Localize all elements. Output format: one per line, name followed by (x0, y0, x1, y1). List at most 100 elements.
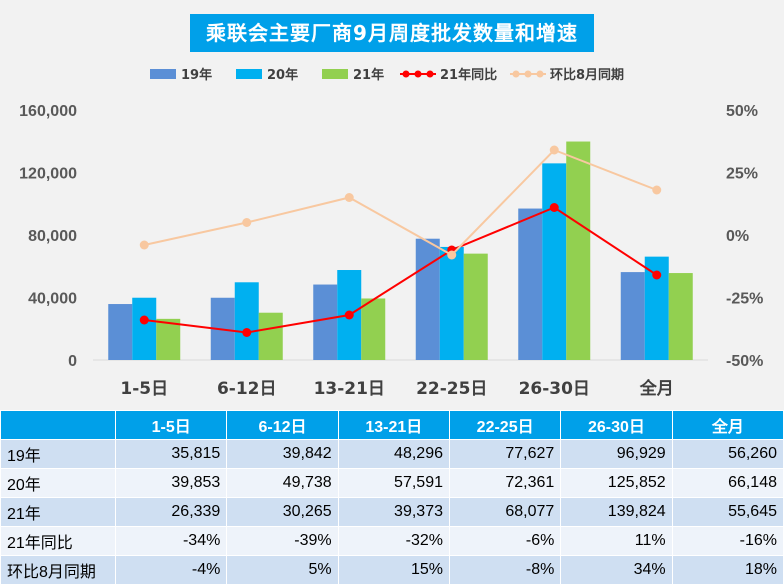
table-cell: 18% (671, 555, 784, 585)
x-tick-label: 22-25日 (416, 379, 487, 399)
table-cell: -34% (114, 526, 228, 556)
legend-label: 21年同比 (440, 67, 497, 83)
point-环比8月同期 (344, 193, 354, 202)
table-row: 环比8月同期 -4% 5% 15% -8% 34% 18% (0, 555, 784, 585)
table-cell: 125,852 (560, 468, 673, 498)
point-环比8月同期 (549, 145, 559, 155)
bar-21年 (463, 253, 488, 360)
legend-label: 环比8月同期 (550, 67, 624, 83)
legend-marker-21年同比 (402, 70, 410, 78)
legend-swatch-20年 (236, 69, 262, 79)
bar-21年 (156, 318, 181, 360)
x-tick-label: 13-21日 (314, 379, 385, 399)
table-cell: 48,296 (337, 439, 450, 469)
table-cell: 39,373 (337, 497, 450, 527)
combo-chart: 0 40,000 80,000 120,000 160,000 -50% -25% 0% 25%… (19, 67, 763, 399)
bar-20年 (234, 282, 259, 360)
table-header-cell: 22-25日 (448, 410, 562, 440)
table-row-label: 21年同比 (0, 526, 116, 556)
legend-label: 20年 (267, 67, 298, 83)
table-row: 21年同比 -34% -39% -32% -6% 11% -16% (0, 526, 784, 556)
bar-19年 (313, 284, 338, 360)
table-cell: 68,077 (448, 497, 562, 527)
table-cell: 15% (337, 555, 450, 585)
bar-20年 (132, 297, 157, 360)
x-tick-label: 1-5日 (120, 379, 168, 399)
table-corner-cell (0, 410, 116, 440)
legend-swatch-21年 (322, 69, 348, 79)
table-cell: 56,260 (671, 439, 784, 469)
y-right-tick-label: 25% (726, 166, 758, 183)
table-header-cell: 13-21日 (337, 410, 450, 440)
y-right-tick-label: 0% (726, 228, 749, 245)
table-row-label: 环比8月同期 (0, 555, 116, 585)
point-环比8月同期 (139, 240, 149, 250)
x-tick-label: 6-12日 (217, 379, 277, 399)
y-left-tick-label: 120,000 (19, 166, 77, 183)
data-table: 1-5日 6-12日 13-21日 22-25日 26-30日 全月 19年 35… (0, 410, 784, 585)
table-cell: 139,824 (560, 497, 673, 527)
table-row: 21年 26,339 30,265 39,373 68,077 139,824 55,645 (0, 497, 784, 527)
table-cell: 26,339 (114, 497, 228, 527)
table-cell: 39,853 (114, 468, 228, 498)
table-cell: 49,738 (226, 468, 339, 498)
table-cell: 11% (560, 526, 673, 556)
legend-marker-21年同比 (414, 70, 422, 78)
table-cell: 55,645 (671, 497, 784, 527)
legend-label: 21年 (353, 67, 384, 83)
legend-swatch-19年 (150, 69, 176, 79)
table-cell: 77,627 (448, 439, 562, 469)
table-cell: 5% (226, 555, 339, 585)
table-header-cell: 26-30日 (560, 410, 673, 440)
y-left-tick-label: 40,000 (28, 291, 77, 308)
table-row-label: 20年 (0, 468, 116, 498)
legend-label: 19年 (181, 67, 212, 83)
legend-marker-环比8月同期 (536, 70, 544, 78)
table-cell: -16% (671, 526, 784, 556)
point-21年同比 (652, 270, 662, 280)
point-21年同比 (139, 315, 149, 325)
bar-21年 (361, 298, 386, 360)
y-left-tick-label: 80,000 (28, 228, 77, 245)
bar-19年 (518, 208, 543, 360)
bar-19年 (415, 238, 440, 360)
table-header-cell: 全月 (671, 410, 784, 440)
table-row-label: 21年 (0, 497, 116, 527)
point-环比8月同期 (652, 185, 662, 195)
point-环比8月同期 (242, 218, 252, 227)
x-tick-label: 全月 (639, 378, 674, 399)
bar-21年 (668, 273, 693, 360)
table-cell: 34% (560, 555, 673, 585)
bar-19年 (108, 304, 133, 360)
table-cell: -6% (448, 526, 562, 556)
bar-19年 (620, 272, 645, 360)
table-header-cell: 6-12日 (226, 410, 339, 440)
table-row-label: 19年 (0, 439, 116, 469)
bar-20年 (542, 163, 567, 360)
bar-21年 (258, 312, 283, 360)
table-cell: 35,815 (114, 439, 228, 469)
line-环比8月同期 (144, 148, 658, 257)
table-row: 20年 39,853 49,738 57,591 72,361 125,852 66,148 (0, 468, 784, 498)
table-cell: 72,361 (448, 468, 562, 498)
point-21年同比 (549, 203, 559, 212)
table-cell: -39% (226, 526, 339, 556)
table-row: 19年 35,815 39,842 48,296 77,627 96,929 56,260 (0, 439, 784, 469)
table-cell: 66,148 (671, 468, 784, 498)
table-cell: 96,929 (560, 439, 673, 469)
y-right-tick-label: -50% (726, 353, 763, 370)
legend-marker-环比8月同期 (524, 70, 532, 78)
bar-20年 (439, 246, 464, 360)
y-left-tick-label: 160,000 (19, 103, 77, 120)
x-tick-label: 26-30日 (519, 379, 590, 399)
chart-title: 乘联会主要厂商9月周度批发数量和增速 (190, 14, 594, 52)
table-cell: 30,265 (226, 497, 339, 527)
table-cell: 39,842 (226, 439, 339, 469)
y-left-tick-label: 0 (68, 353, 77, 370)
line-21年同比 (144, 206, 658, 334)
table-cell: -4% (114, 555, 228, 585)
bar-21年 (566, 141, 591, 360)
table-header-row: 1-5日 6-12日 13-21日 22-25日 26-30日 全月 (0, 410, 784, 440)
legend-marker-环比8月同期 (512, 70, 520, 78)
point-21年同比 (344, 310, 354, 320)
